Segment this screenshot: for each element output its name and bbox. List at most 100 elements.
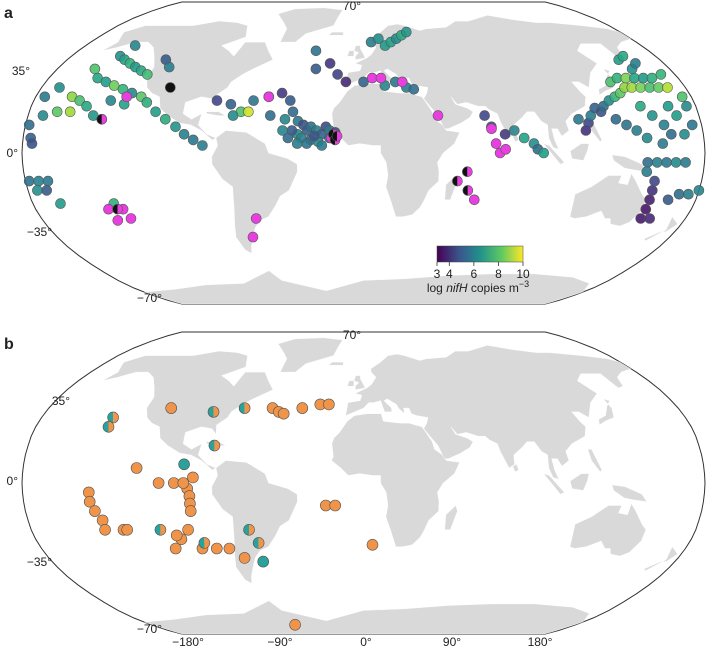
- point-a-viridis-6: [89, 63, 101, 75]
- panel-a-lat-35: 35°: [12, 64, 30, 78]
- point-b-orange-teal-split-2: [207, 406, 220, 418]
- land-south-america-b: [211, 460, 298, 584]
- colorbar-tick-label-4: 10: [516, 267, 530, 281]
- point-a-viridis-142: [686, 119, 698, 131]
- point-b-orange-teal-split-2-right: [213, 406, 220, 418]
- point-a-viridis-149: [641, 166, 653, 177]
- point-a-viridis-114: [635, 82, 647, 93]
- panel-b-lat-0: 0°: [7, 474, 19, 488]
- panel-b-land: [102, 337, 678, 634]
- point-a-viridis-26: [187, 134, 199, 146]
- point-b-orange-teal-split-0-outline: [107, 411, 119, 424]
- land-antarctica-b: [144, 600, 590, 634]
- land-borneo-b: [569, 473, 590, 491]
- point-a-viridis-132: [635, 100, 646, 112]
- land-japan-b: [598, 398, 615, 426]
- point-b-orange-32: [366, 538, 379, 551]
- point-a-magenta-15: [250, 213, 262, 224]
- point-b-orange-teal-split-3-right: [244, 402, 251, 414]
- point-b-orange-teal-split-8-outline: [208, 439, 221, 452]
- point-a-magenta-16: [247, 231, 259, 243]
- point-b-orange-teal-split-5-outline: [198, 537, 211, 549]
- point-a-viridis-5: [142, 69, 153, 80]
- point-a-magenta-13: [125, 213, 137, 224]
- point-a-half-black-magenta-5-right: [457, 176, 463, 187]
- panel-b-points: [83, 398, 379, 631]
- point-a-viridis-14: [81, 100, 92, 112]
- point-a-viridis-30: [37, 110, 49, 121]
- point-a-viridis-135: [665, 129, 677, 140]
- panel-a-letter: a: [4, 5, 13, 22]
- point-a-viridis-88: [408, 84, 420, 95]
- land-eurasia-a: [345, 15, 632, 150]
- point-b-orange-teal-split-3-left: [239, 402, 245, 414]
- point-a-viridis-123: [646, 72, 658, 84]
- point-b-teal-0: [257, 555, 270, 568]
- point-a-magenta-0: [121, 91, 132, 103]
- point-a-viridis-77: [340, 76, 352, 88]
- point-a-viridis-137: [641, 132, 653, 144]
- point-b-orange-teal-split-7-right: [258, 537, 265, 549]
- point-a-half-black-magenta-7: [462, 185, 474, 196]
- point-a-half-black-magenta-4-left: [112, 204, 118, 215]
- point-b-orange-27: [296, 402, 309, 414]
- point-b-orange-teal-split-0-left: [107, 411, 114, 423]
- colorbar-ticks: 3 4 6 8 10: [434, 262, 530, 281]
- point-a-viridis-148: [680, 157, 691, 168]
- point-a-viridis-154: [635, 213, 647, 224]
- panel-b-letter: b: [4, 336, 14, 353]
- point-b-orange-teal-split-7-left: [253, 537, 259, 549]
- point-a-half-black-magenta-0-left: [96, 114, 102, 125]
- colorbar-tick-label-3: 8: [495, 267, 502, 281]
- panel-b: b 70° 35° 0° −35° −70° −180° −90° 0° 90°…: [4, 328, 706, 649]
- point-a-viridis-145: [651, 157, 663, 168]
- point-b-orange-teal-split-8: [208, 439, 221, 452]
- point-a-half-black-magenta-6-right: [467, 166, 473, 177]
- point-a-viridis-143: [671, 110, 682, 121]
- point-a-viridis-153: [640, 203, 652, 215]
- point-b-orange-1: [83, 495, 96, 508]
- point-a-viridis-134: [658, 119, 670, 131]
- point-a-viridis-34: [23, 175, 35, 187]
- panel-b-lat-35: 35°: [52, 394, 70, 408]
- point-b-orange-6: [121, 523, 133, 536]
- land-greenland-a: [277, 7, 343, 43]
- point-a-half-black-magenta-3-right: [337, 131, 343, 142]
- point-a-magenta-5: [396, 76, 408, 88]
- point-b-orange-19: [170, 529, 183, 542]
- point-b-orange-teal-split-6: [243, 524, 255, 536]
- land-iceland-b: [328, 361, 344, 366]
- point-a-viridis-51: [264, 110, 276, 121]
- point-a-half-black-magenta-4: [112, 203, 123, 215]
- point-a-viridis-16: [64, 106, 76, 118]
- point-a-viridis-133: [646, 110, 658, 121]
- panel-a-lat-m70: −70°: [137, 291, 162, 305]
- land-sri-lanka-b: [512, 464, 519, 473]
- land-sumatra-b: [542, 473, 565, 495]
- land-antarctica-a: [144, 270, 590, 304]
- point-a-viridis-130: [681, 100, 692, 112]
- panel-a-lat-0: 0°: [7, 146, 19, 160]
- point-a-viridis-76: [316, 140, 328, 151]
- point-a-viridis-48: [227, 110, 239, 121]
- point-a-viridis-25: [178, 129, 190, 140]
- land-north-america-b: [102, 350, 274, 471]
- land-africa-b: [331, 413, 460, 547]
- land-australia-a: [569, 173, 647, 227]
- land-great-britain-a: [353, 45, 366, 60]
- point-b-orange-22: [223, 542, 236, 555]
- point-a-viridis-29: [39, 91, 51, 103]
- panel-b-lat-m70: −70°: [137, 622, 162, 636]
- point-b-orange-teal-split-0-right: [113, 411, 119, 423]
- point-b-orange-2: [89, 505, 101, 517]
- panel-b-map-frame: [21, 331, 706, 635]
- land-great-britain-b: [353, 375, 366, 390]
- point-a-half-black-magenta-0-outline: [96, 113, 108, 125]
- panel-a-land: [102, 7, 678, 304]
- point-b-orange-teal-split-5-left: [198, 537, 205, 549]
- point-b-orange-teal-split-1: [102, 421, 115, 433]
- point-a-viridis-158: [683, 188, 694, 200]
- point-b-orange-teal-split-1-left: [103, 421, 109, 433]
- point-a-half-black-magenta-0: [96, 113, 108, 125]
- point-a-half-black-magenta-7-outline: [462, 185, 474, 196]
